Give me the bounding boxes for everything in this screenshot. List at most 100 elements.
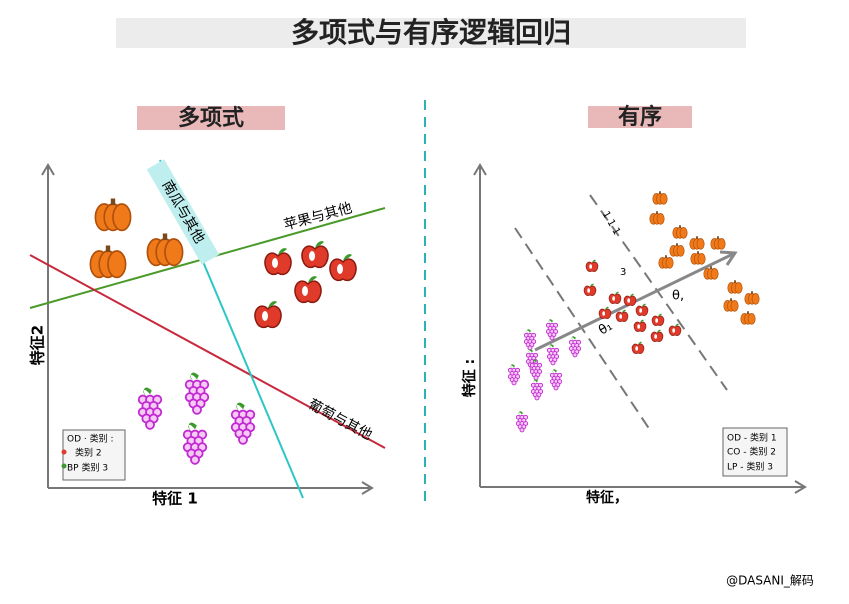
grape [230,402,256,445]
pumpkin-lobe [734,282,743,294]
pumpkin-stem [162,233,168,241]
grape-leaf [188,422,197,431]
apple-body [301,245,329,269]
legend-box [62,429,126,481]
apple-leaf [315,241,324,248]
pumpkin [672,225,688,239]
axes [41,163,374,495]
grape [568,336,582,358]
apple [583,283,597,296]
pumpkin-lobe [717,238,726,250]
apple-shine [672,328,675,333]
pumpkin [669,243,685,257]
grape-leaf [549,344,554,349]
apple-body [631,343,645,354]
apple-shine [602,311,605,316]
apple-body [651,315,665,326]
pumpkin [740,311,756,325]
grape [530,379,544,401]
grape [545,319,559,341]
pumpkin [146,233,184,267]
pumpkin-stem [110,198,116,206]
grape-berry [145,419,155,430]
grape-berry [519,427,525,433]
apple-body [650,331,664,342]
apple-leaf [622,309,627,313]
apple [651,313,665,326]
grape-berry [549,335,555,341]
apple-leaf [642,303,647,307]
grape-leaf [236,402,245,411]
legend-item: 类别 2 [75,447,102,459]
grape-berry [553,385,559,391]
grape-berry [238,434,248,445]
apple [329,254,357,282]
apple-shine [309,251,315,261]
arrow [361,481,374,495]
y-axis-label: 特征 : [461,359,478,397]
title-box [116,18,746,48]
pumpkin-lobe [751,293,760,305]
apple-shine [654,334,657,339]
pumpkin-stem [676,243,678,246]
grape [184,372,210,415]
threshold-label: θ₁ [596,319,615,339]
apple-body [608,293,622,304]
apple-leaf [658,313,663,317]
grape-leaf [190,372,199,381]
apple-body [329,258,357,282]
y-axis-label: 特征2 [29,325,47,365]
pumpkin-lobe [659,193,668,205]
pumpkin-stem [679,225,681,228]
apple-body [254,305,282,329]
apple-leaf [638,341,643,345]
grape-leaf [526,329,531,334]
pumpkin-lobe [747,313,756,325]
grape-leaf [518,411,523,416]
pumpkin-lobe [676,245,685,257]
grape-leaf [552,369,557,374]
pumpkin-stem [665,255,667,258]
pumpkin-lobe [665,257,674,269]
arrow [719,250,738,266]
pumpkin [652,191,668,205]
apple-shine [337,264,343,274]
grape-leaf [548,319,553,324]
pumpkin-lobe [697,253,706,265]
grape [523,329,537,351]
apple-leaf [592,259,597,263]
apple-leaf [343,254,352,261]
apple [668,323,682,336]
apple-shine [612,296,615,301]
grape [549,369,563,391]
pumpkin-stem [717,236,719,239]
apple-shine [635,346,638,351]
pumpkin-lobe [696,238,705,250]
pumpkin-stem [696,236,698,239]
apple-shine [272,258,278,268]
boundary-line [29,254,386,449]
grape [546,344,560,366]
grape [507,364,521,386]
apple-body [598,308,612,319]
grape-berry [550,360,556,366]
apple-body [615,311,629,322]
apple-body [583,285,597,296]
apple-body [635,305,649,316]
grape [515,411,529,433]
pumpkin-lobe [164,238,184,267]
pumpkin-stem [656,211,658,214]
credit: @DASANI_解码 [726,574,814,588]
legend-icon [61,449,67,455]
x-axis-label: 特征 1 [152,490,198,508]
arrow [473,163,487,176]
pumpkin [703,266,719,280]
apple-body [623,295,637,306]
pumpkin-stem [734,280,736,283]
pumpkin [727,280,743,294]
pumpkin [658,255,674,269]
legend-item: BP 类别 3 [67,462,108,474]
pumpkin-stem [710,266,712,269]
legend-item: LP - 类别 3 [727,461,773,473]
apple-leaf [590,283,595,287]
